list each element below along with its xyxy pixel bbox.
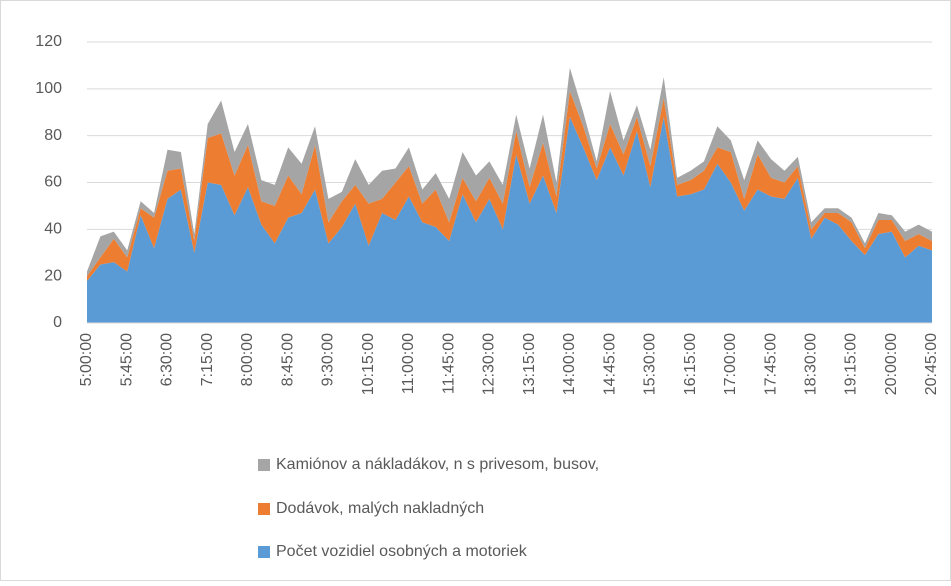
y-tick-label: 60 <box>44 174 62 191</box>
x-tick-label: 18:30:00 <box>803 333 820 395</box>
y-tick-label: 20 <box>44 267 62 284</box>
x-tick-label: 17:45:00 <box>762 333 779 395</box>
x-tick-label: 16:15:00 <box>682 333 699 395</box>
area <box>87 91 932 281</box>
x-tick-label: 8:45:00 <box>279 333 296 386</box>
legend-label: Počet vozidiel osobných a motoriek <box>276 543 528 560</box>
x-tick-label: 14:00:00 <box>561 333 578 395</box>
legend-swatch <box>258 459 270 471</box>
x-tick-label: 6:30:00 <box>159 333 176 386</box>
x-tick-label: 20:00:00 <box>883 333 900 395</box>
legend-swatch <box>258 503 270 515</box>
x-tick-label: 5:00:00 <box>78 333 95 386</box>
area <box>87 116 932 323</box>
x-tick-label: 9:30:00 <box>320 333 337 386</box>
x-tick-label: 5:45:00 <box>118 333 135 386</box>
x-tick-label: 17:00:00 <box>722 333 739 395</box>
x-tick-label: 13:15:00 <box>521 333 538 395</box>
y-tick-label: 0 <box>53 314 62 331</box>
x-tick-label: 11:45:00 <box>440 333 457 394</box>
x-tick-label: 19:15:00 <box>843 333 860 395</box>
legend-swatch <box>258 546 270 558</box>
x-tick-label: 8:00:00 <box>239 333 256 386</box>
y-tick-label: 80 <box>44 127 62 144</box>
legend-label: Dodávok, malých nakladných <box>276 500 484 517</box>
x-tick-label: 20:45:00 <box>923 333 940 395</box>
y-tick-label: 120 <box>35 33 62 50</box>
x-tick-label: 12:30:00 <box>481 333 498 395</box>
x-tick-label: 10:15:00 <box>360 333 377 395</box>
area <box>87 67 932 277</box>
legend-label: Kamiónov a nákladákov, n s privesom, bus… <box>276 456 599 473</box>
x-tick-label: 15:30:00 <box>642 333 659 395</box>
x-tick-label: 11:00:00 <box>400 333 417 394</box>
x-tick-label: 7:15:00 <box>199 333 216 386</box>
y-tick-label: 100 <box>35 80 62 97</box>
x-tick-label: 14:45:00 <box>601 333 618 395</box>
y-tick-label: 40 <box>44 221 62 238</box>
